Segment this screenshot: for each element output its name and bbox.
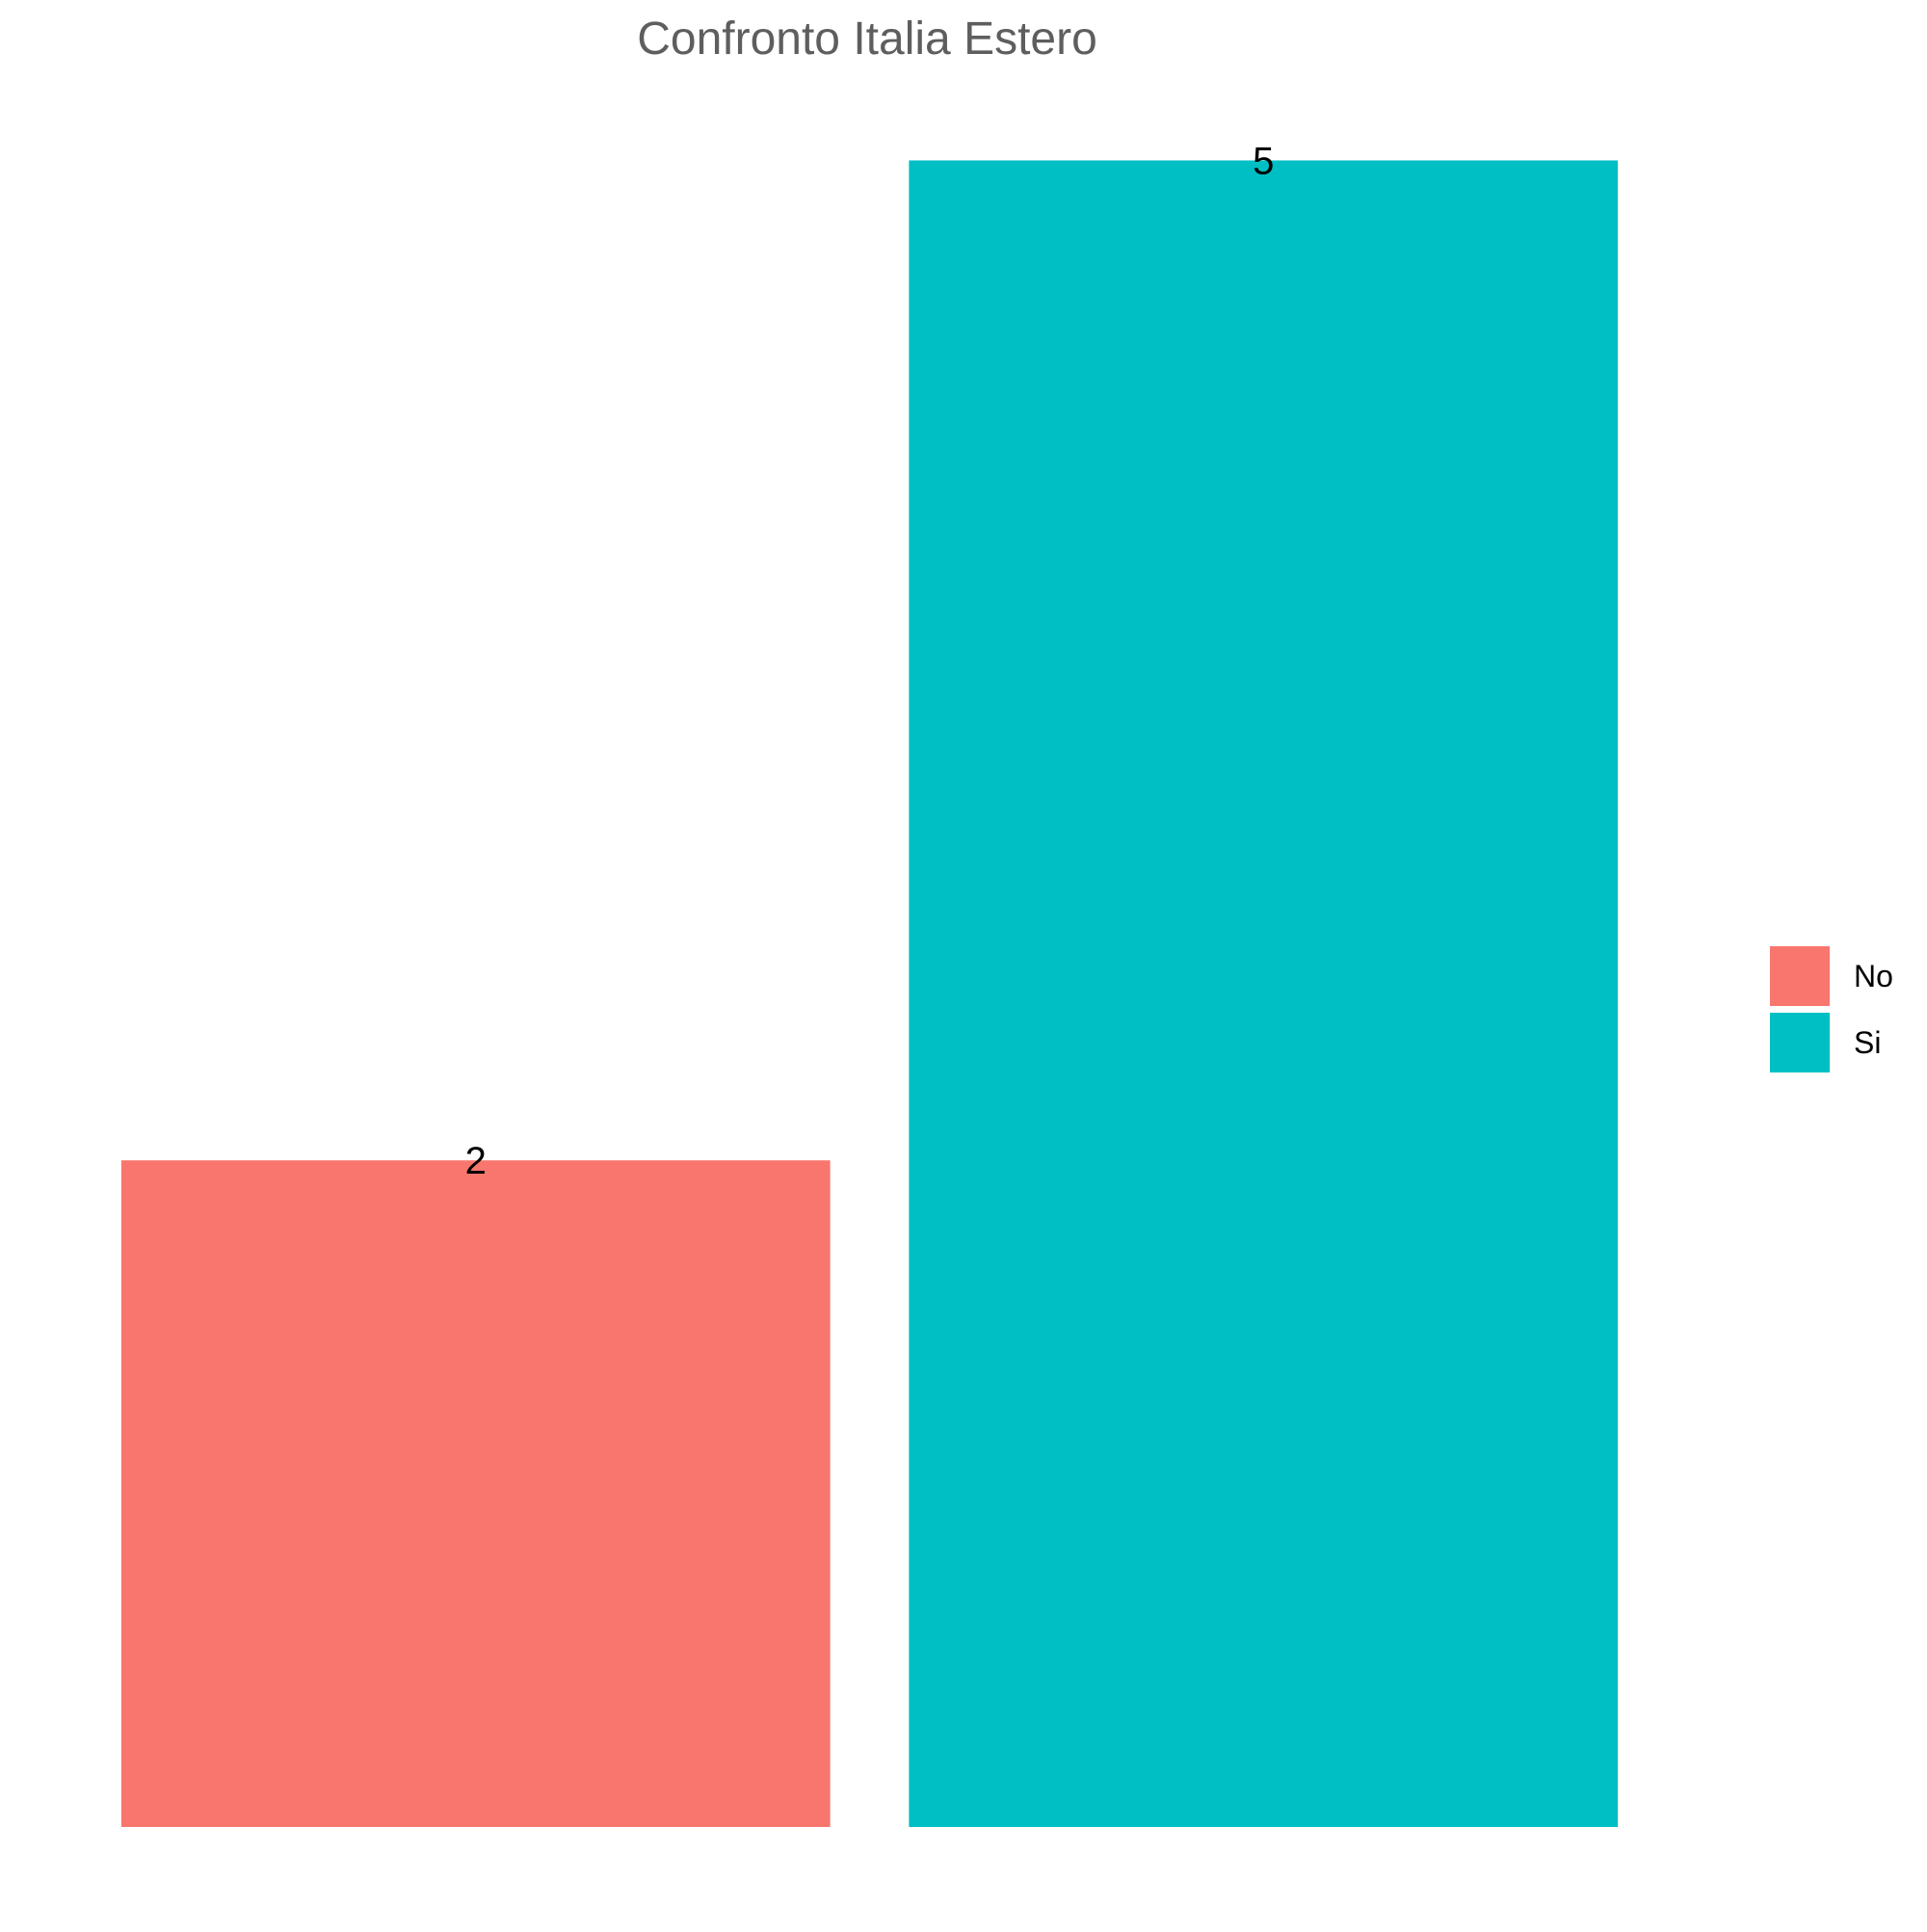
legend-label-no: No <box>1854 959 1893 993</box>
bar-si <box>909 160 1619 1827</box>
legend-key-si <box>1770 1013 1830 1072</box>
bar-no <box>120 1160 831 1827</box>
data-labels-layer: 25 <box>465 140 1275 1182</box>
legend-label-si: Si <box>1854 1025 1881 1060</box>
data-label-no: 2 <box>465 1140 487 1182</box>
legend-key-no <box>1770 946 1830 1006</box>
data-label-si: 5 <box>1253 140 1274 182</box>
legend: No Si <box>1770 946 1893 1072</box>
bars-layer <box>120 160 1619 1827</box>
chart-title: Confronto Italia Estero <box>637 13 1097 65</box>
